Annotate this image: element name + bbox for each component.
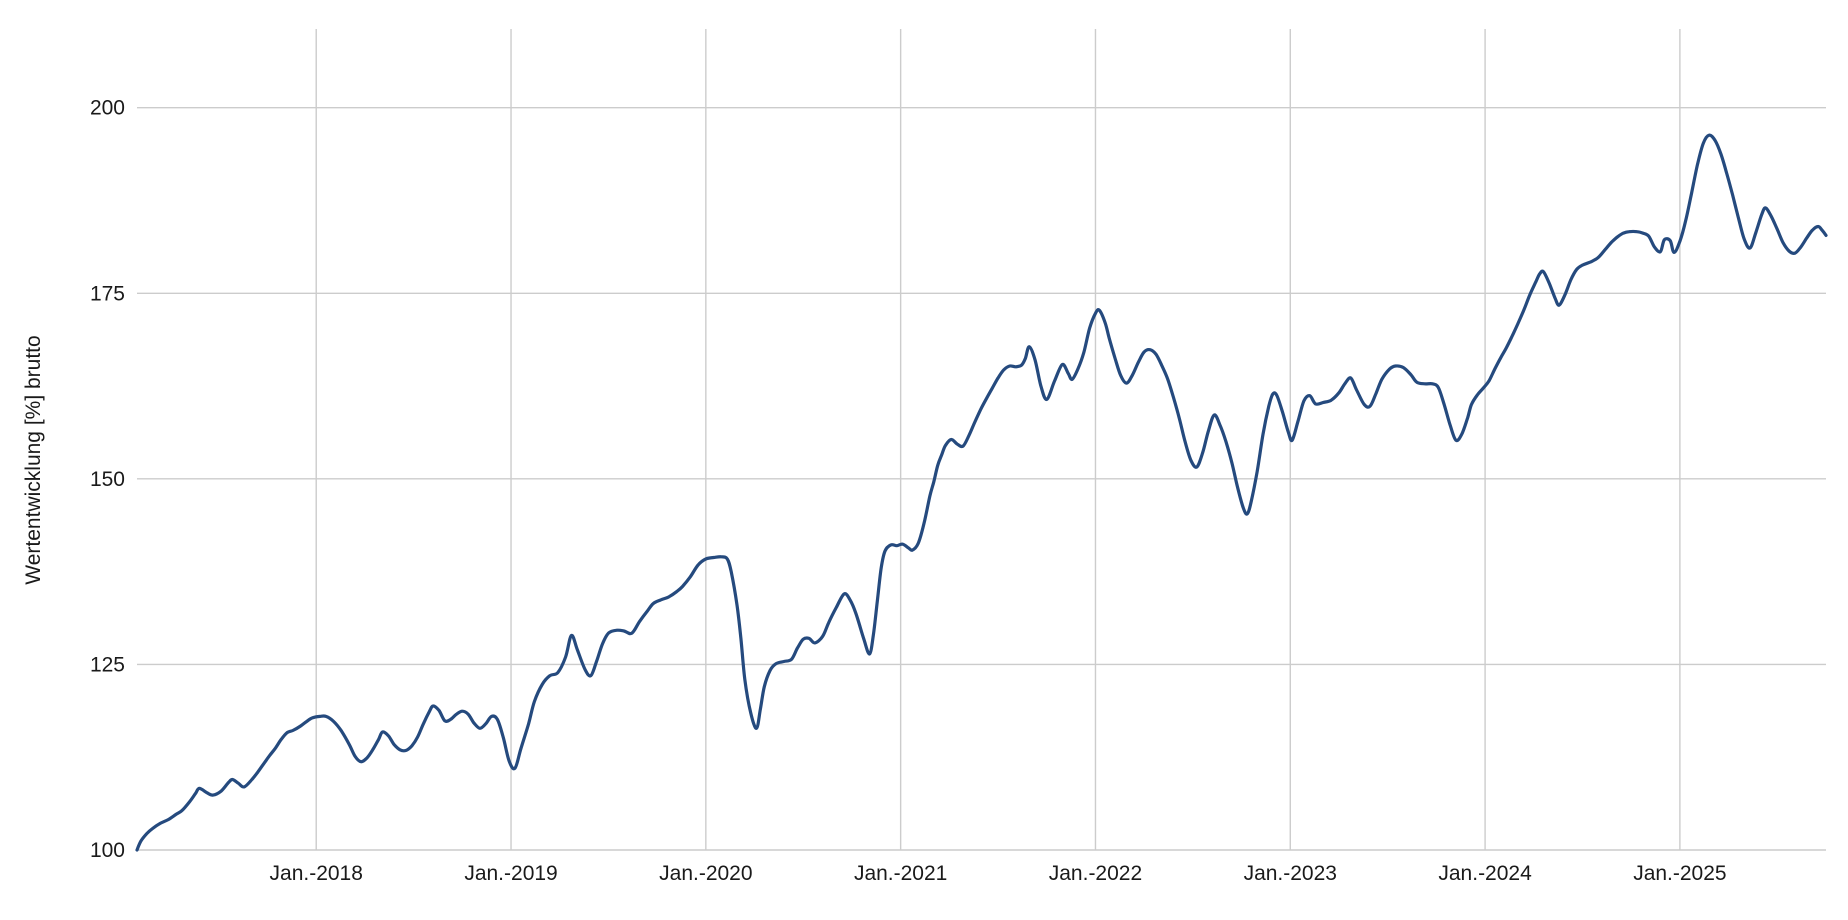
y-tick-label: 100 — [90, 839, 125, 862]
y-tick-label: 125 — [90, 653, 125, 676]
x-tick-label: Jan.-2020 — [659, 862, 752, 885]
x-tick-label: Jan.-2023 — [1244, 862, 1337, 885]
x-tick-label: Jan.-2018 — [270, 862, 363, 885]
y-tick-label: 200 — [90, 97, 125, 120]
x-tick-label: Jan.-2019 — [464, 862, 557, 885]
x-tick-label: Jan.-2022 — [1049, 862, 1142, 885]
x-tick-label: Jan.-2025 — [1633, 862, 1726, 885]
series-line — [135, 133, 1828, 852]
x-tick-label: Jan.-2021 — [854, 862, 947, 885]
x-tick-label: Jan.-2024 — [1438, 862, 1532, 885]
y-tick-label: 175 — [90, 282, 125, 305]
y-tick-label: 150 — [90, 468, 125, 491]
